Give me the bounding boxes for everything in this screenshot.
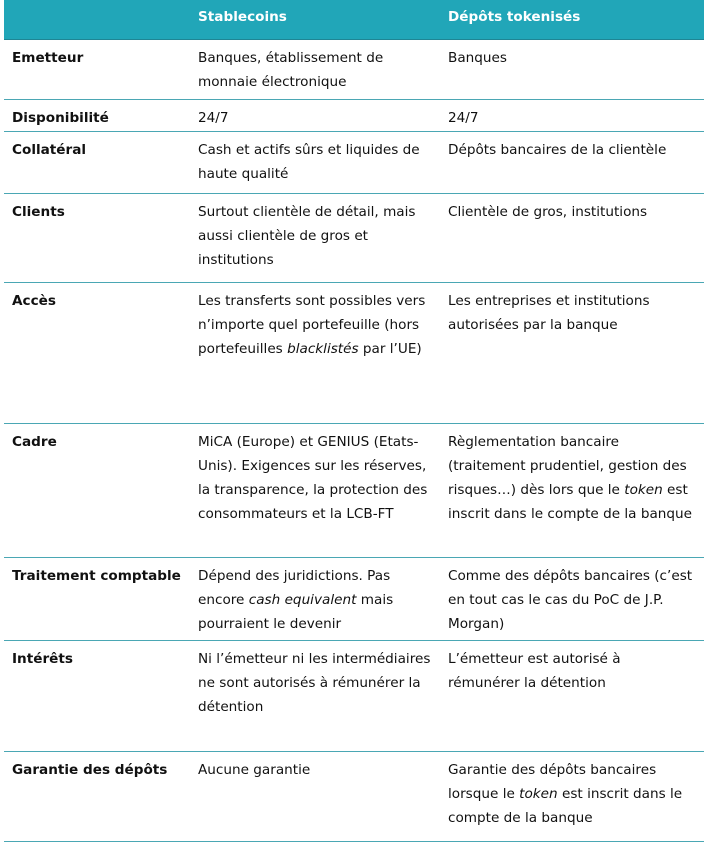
row-label: Intérêts [12,651,73,667]
cell-text: cash equivalent [248,592,357,608]
cell-text: blacklistés [287,341,359,357]
cell-text: est inscrit dans le compte de la banque [448,786,683,826]
header-row: Stablecoins Dépôts tokenisés [4,0,704,40]
cell-text: est inscrit dans le compte de la banque [448,482,693,522]
table-body: Emetteur Banques, établissement de monnai… [4,39,704,842]
table-cell: Surtout clientèle de détail, mais aussi … [190,194,440,283]
row-label: Cadre [12,434,57,450]
cell-text: Clientèle de gros, institutions [448,204,648,220]
cell-text: Aucune garantie [198,762,311,778]
cell-text: MiCA (Europe) et GENIUS (Etats-Unis). Ex… [198,434,428,522]
table-cell: Les transferts sont possibles vers n’imp… [190,283,440,424]
table-row: Garantie des dépôts Aucune garantie Garant… [4,752,704,842]
table-cell: 24/7 [440,100,704,132]
header-cell: Dépôts tokenisés [440,0,704,40]
table-row: Emetteur Banques, établissement de monnai… [4,39,704,100]
table-cell: Comme des dépôts bancaires (c’est en tou… [440,558,704,641]
row-label: Garantie des dépôts [12,762,168,778]
table-row: Intérêts Ni l’émetteur ni les intermédiai… [4,641,704,752]
table-row: Cadre MiCA (Europe) et GENIUS (Etats-Unis… [4,424,704,558]
cell-text: token [519,786,558,802]
cell-text: Garantie des dépôts bancaires lorsque le [448,762,657,802]
table-row: Clients Surtout clientèle de détail, mais… [4,194,704,283]
cell-text: Banques [448,50,507,66]
cell-text: Ni l’émetteur ni les intermédiaires ne s… [198,651,431,715]
table-cell: Aucune garantie [190,752,440,842]
cell-text: token [624,482,663,498]
cell-text: Banques, établissement de monnaie électr… [198,50,384,90]
table-row: Accès Les transferts sont possibles vers … [4,283,704,424]
cell-text: mais pourraient le devenir [198,592,394,632]
table-cell: Clientèle de gros, institutions [440,194,704,283]
cell-text: Les entreprises et institutions autorisé… [448,293,650,333]
table-cell: Garantie des dépôts bancaires lorsque le… [440,752,704,842]
table-cell: Règlementation bancaire (traitement prud… [440,424,704,558]
cell-text: par l’UE) [358,341,422,357]
comparison-table: Stablecoins Dépôts tokenisés Emetteur Banq… [4,0,704,842]
cell-text: Comme des dépôts bancaires (c’est en tou… [448,568,693,632]
cell-text: 24/7 [448,110,479,126]
row-label: Disponibilité [12,110,109,126]
comparison-table-wrap: Stablecoins Dépôts tokenisés Emetteur Banq… [4,0,704,842]
row-label: Collatéral [12,142,87,158]
cell-text: Surtout clientèle de détail, mais aussi … [198,204,416,268]
table-cell: 24/7 [190,100,440,132]
table-row: Collatéral Cash et actifs sûrs et liquide… [4,132,704,194]
table-cell: Dépend des juridictions. Pas encore cash… [190,558,440,641]
cell-text: Les transferts sont possibles vers n’imp… [198,293,426,357]
table-cell: Banques [440,40,704,100]
table-cell: Ni l’émetteur ni les intermédiaires ne s… [190,641,440,752]
cell-text: Dépend des juridictions. Pas encore [198,568,391,608]
table-cell: Les entreprises et institutions autorisé… [440,283,704,424]
table-row: Disponibilité 24/7 24/7 [4,100,704,132]
header-cell [4,0,190,40]
cell-text: Dépôts bancaires de la clientèle [448,142,667,158]
row-label: Accès [12,293,56,309]
cell-text: L’émetteur est autorisé à rémunérer la d… [448,651,621,691]
table-cell: Cash et actifs sûrs et liquides de haute… [190,132,440,194]
table-row: Traitement comptable Dépend des juridicti… [4,558,704,641]
cell-text: Règlementation bancaire (traitement prud… [448,434,687,498]
cell-text: 24/7 [198,110,229,126]
table-cell: L’émetteur est autorisé à rémunérer la d… [440,641,704,752]
row-label: Emetteur [12,50,84,66]
row-label: Traitement comptable [12,568,181,584]
header-cell: Stablecoins [190,0,440,40]
table-cell: Dépôts bancaires de la clientèle [440,132,704,194]
cell-text: Cash et actifs sûrs et liquides de haute… [198,142,420,182]
table-cell: MiCA (Europe) et GENIUS (Etats-Unis). Ex… [190,424,440,558]
row-label: Clients [12,204,65,220]
table-cell: Banques, établissement de monnaie électr… [190,40,440,100]
